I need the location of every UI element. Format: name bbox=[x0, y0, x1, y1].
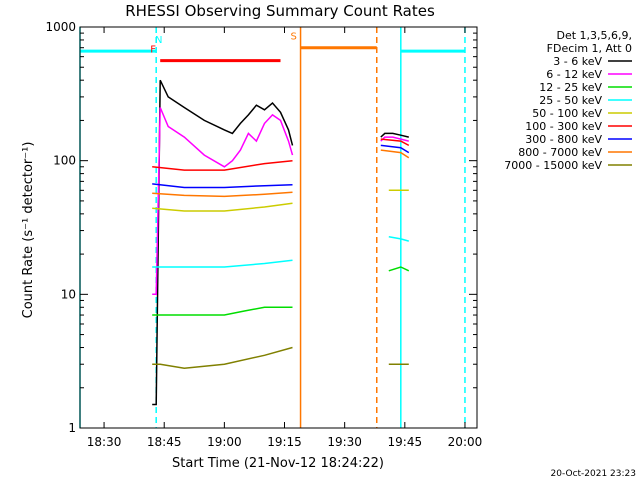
series-line-7-0 bbox=[152, 191, 293, 198]
series-line-0-0 bbox=[152, 79, 294, 406]
legend-label: 100 - 300 keV bbox=[525, 120, 602, 133]
legend-label: 12 - 25 keV bbox=[539, 81, 602, 94]
x-tick-label: 19:30 bbox=[327, 435, 362, 449]
y-tick-label: 100 bbox=[53, 154, 76, 168]
legend-header-1: Det 1,3,5,6,9, bbox=[556, 29, 632, 42]
y-axis-label: Count Rate (s⁻¹ detector⁻¹) bbox=[21, 142, 36, 319]
y-tick-label: 1000 bbox=[45, 20, 76, 34]
x-tick-label: 20:00 bbox=[448, 435, 483, 449]
y-tick-label: 10 bbox=[61, 287, 76, 301]
x-tick-label: 18:30 bbox=[87, 435, 122, 449]
series-line-3-0 bbox=[152, 259, 293, 268]
x-tick-label: 19:45 bbox=[388, 435, 423, 449]
series-line-5-1 bbox=[380, 138, 410, 147]
legend: Det 1,3,5,6,9, FDecim 1, Att 0 3 - 6 keV… bbox=[504, 29, 632, 172]
legend-label: 7000 - 15000 keV bbox=[504, 159, 602, 172]
x-axis-label: Start Time (21-Nov-12 18:24:22) bbox=[172, 456, 384, 471]
series-line-1-1 bbox=[380, 136, 409, 142]
series-line-5-0 bbox=[152, 159, 293, 171]
series-line-0-1 bbox=[380, 132, 409, 138]
x-tick-label: 19:15 bbox=[267, 435, 302, 449]
series-line-6-0 bbox=[152, 183, 293, 189]
chart-title: RHESSI Observing Summary Count Rates bbox=[125, 2, 435, 20]
series-line-1-0 bbox=[152, 107, 294, 296]
timestamp: 20-Oct-2021 23:23 bbox=[551, 469, 636, 479]
y-tick-label: 1 bbox=[68, 421, 76, 435]
flag-label-2: F bbox=[150, 45, 156, 56]
series-line-7-1 bbox=[380, 149, 410, 159]
series-line-3-1 bbox=[388, 235, 409, 242]
x-tick-label: 18:45 bbox=[147, 435, 182, 449]
legend-label: 6 - 12 keV bbox=[546, 68, 602, 81]
axes: 18:30 18:45 19:00 19:15 19:30 19:45 20:00 1 10 10… bbox=[45, 20, 482, 449]
series-line-2-0 bbox=[152, 306, 293, 316]
plot-frame bbox=[79, 26, 478, 429]
legend-label: 50 - 100 keV bbox=[532, 107, 602, 120]
legend-label: 25 - 50 keV bbox=[539, 94, 602, 107]
series-line-6-1 bbox=[380, 144, 410, 154]
legend-label: 300 - 800 keV bbox=[525, 133, 602, 146]
plot-area: NNFS bbox=[79, 27, 466, 428]
series-line-8-0 bbox=[152, 346, 293, 369]
legend-header-2: FDecim 1, Att 0 bbox=[547, 42, 632, 55]
x-tick-label: 19:00 bbox=[207, 435, 242, 449]
legend-label: 800 - 7000 keV bbox=[518, 146, 602, 159]
series-line-4-0 bbox=[152, 202, 293, 212]
series-line-2-1 bbox=[388, 266, 410, 272]
legend-label: 3 - 6 keV bbox=[553, 55, 602, 68]
flag-label-3: S bbox=[291, 32, 297, 43]
flag-label-0: N bbox=[155, 35, 162, 46]
